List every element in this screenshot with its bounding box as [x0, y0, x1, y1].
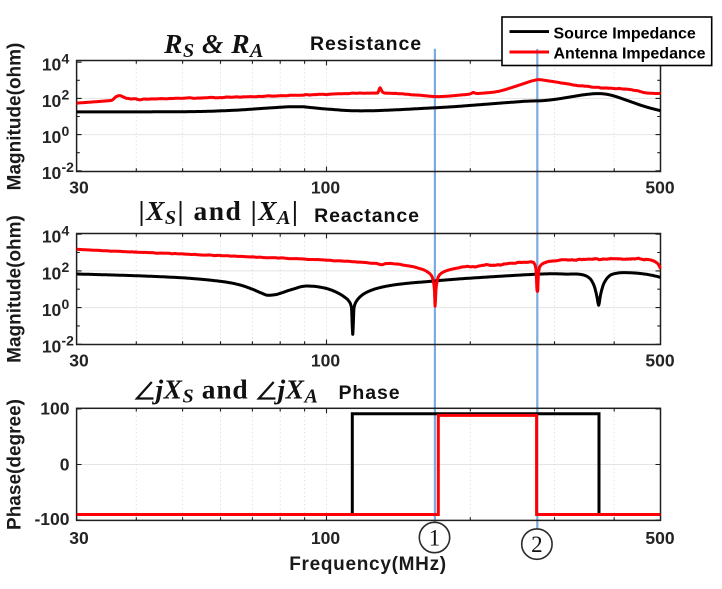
- svg-text:Antenna Impedance: Antenna Impedance: [554, 46, 706, 63]
- svg-text:Magnitude(ohm): Magnitude(ohm): [5, 43, 26, 191]
- svg-text:100: 100: [311, 350, 340, 370]
- svg-text:|XS| and |XA|: |XS| and |XA|: [139, 195, 300, 229]
- svg-text:10: 10: [42, 300, 62, 320]
- svg-text:500: 500: [645, 528, 674, 548]
- svg-text:0: 0: [62, 296, 70, 312]
- svg-text:-2: -2: [62, 333, 75, 349]
- svg-text:Resistance: Resistance: [310, 33, 422, 55]
- svg-text:10: 10: [42, 127, 62, 147]
- svg-text:100: 100: [311, 528, 340, 548]
- svg-text:10: 10: [42, 337, 62, 357]
- svg-text:-100: -100: [34, 509, 69, 529]
- svg-text:30: 30: [69, 350, 89, 370]
- svg-text:0: 0: [60, 455, 70, 475]
- svg-text:Frequency(MHz): Frequency(MHz): [289, 554, 447, 575]
- svg-text:100: 100: [40, 398, 69, 418]
- svg-text:10: 10: [42, 55, 62, 75]
- svg-text:Phase(degree): Phase(degree): [5, 399, 26, 530]
- svg-text:Source Impedance: Source Impedance: [554, 26, 696, 43]
- svg-text:0: 0: [62, 123, 70, 139]
- svg-text:Phase: Phase: [339, 382, 401, 404]
- svg-text:500: 500: [645, 177, 674, 197]
- svg-text:100: 100: [311, 177, 340, 197]
- svg-text:Magnitude(ohm): Magnitude(ohm): [5, 215, 26, 363]
- svg-text:30: 30: [69, 528, 89, 548]
- svg-text:4: 4: [62, 50, 70, 66]
- svg-text:Reactance: Reactance: [314, 205, 420, 227]
- svg-text:10: 10: [42, 163, 62, 183]
- svg-text:10: 10: [42, 263, 62, 283]
- svg-text:-2: -2: [62, 159, 75, 175]
- svg-text:2: 2: [62, 87, 70, 103]
- svg-text:4: 4: [62, 222, 70, 238]
- svg-text:500: 500: [645, 350, 674, 370]
- svg-text:1: 1: [429, 526, 441, 551]
- svg-text:10: 10: [42, 227, 62, 247]
- svg-text:30: 30: [69, 177, 89, 197]
- svg-text:10: 10: [42, 91, 62, 111]
- svg-text:RS & RA: RS & RA: [163, 28, 264, 62]
- svg-text:jXS and: jXS and: [152, 374, 249, 408]
- svg-text:2: 2: [62, 259, 70, 275]
- svg-text:2: 2: [531, 532, 543, 557]
